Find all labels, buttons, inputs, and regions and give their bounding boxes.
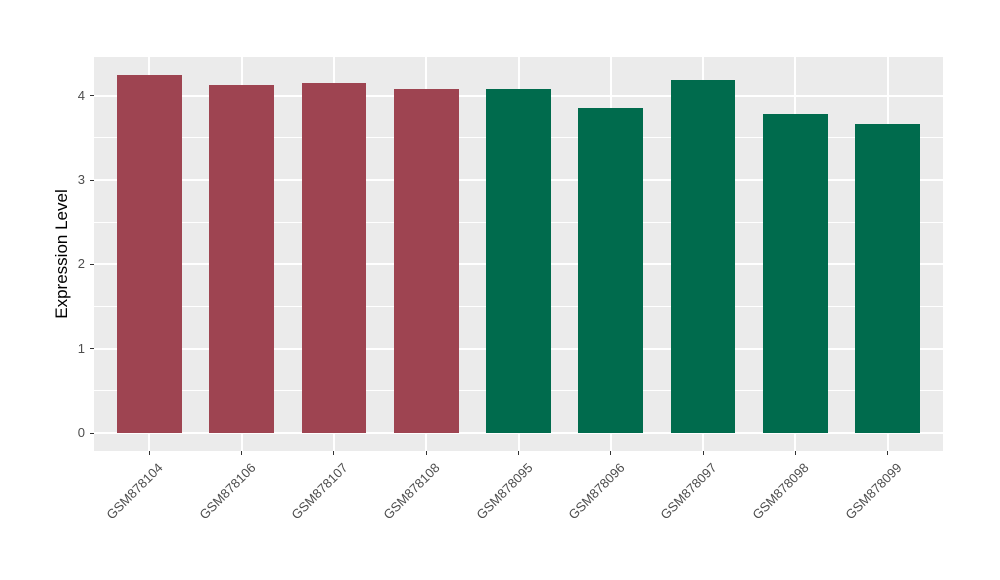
x-tick-mark — [794, 451, 796, 455]
x-tick-label: GSM878106 — [196, 460, 259, 523]
x-tick-mark — [610, 451, 612, 455]
x-tick-mark — [333, 451, 335, 455]
bar-GSM878098 — [763, 114, 828, 434]
x-tick-label: GSM878095 — [472, 460, 536, 523]
y-tick-label: 3 — [77, 172, 85, 188]
y-tick-label: 2 — [77, 256, 85, 272]
bar-GSM878095 — [486, 88, 551, 434]
x-tick-label: GSM878097 — [657, 460, 720, 523]
x-tick-mark — [241, 451, 243, 455]
x-tick-label: GSM878096 — [565, 460, 628, 523]
x-tick-label: GSM878098 — [749, 460, 812, 523]
y-tick-label: 4 — [77, 87, 85, 103]
x-tick-label: GSM878104 — [103, 460, 166, 523]
bar-GSM878107 — [301, 83, 367, 434]
x-tick-label: GSM878099 — [842, 460, 905, 523]
y-tick-mark — [90, 95, 94, 97]
bar-GSM878106 — [209, 84, 274, 434]
bar-GSM878108 — [393, 88, 459, 434]
x-tick-label: GSM878107 — [288, 460, 351, 523]
y-tick-mark — [90, 432, 94, 434]
x-tick-mark — [702, 451, 704, 455]
bar-GSM878097 — [670, 79, 736, 434]
x-tick-mark — [887, 451, 889, 455]
y-tick-mark — [90, 348, 94, 350]
x-tick-label: GSM878108 — [380, 460, 443, 523]
y-tick-label: 1 — [77, 340, 85, 356]
y-tick-mark — [90, 179, 94, 181]
bar-GSM878099 — [855, 124, 920, 434]
y-tick-label: 0 — [77, 425, 85, 441]
y-axis-title: Expression Level — [52, 189, 71, 319]
x-tick-mark — [425, 451, 427, 455]
bar-GSM878104 — [117, 75, 182, 434]
x-tick-mark — [148, 451, 150, 455]
y-tick-mark — [90, 263, 94, 265]
x-tick-mark — [518, 451, 519, 455]
bar-GSM878096 — [578, 108, 644, 434]
